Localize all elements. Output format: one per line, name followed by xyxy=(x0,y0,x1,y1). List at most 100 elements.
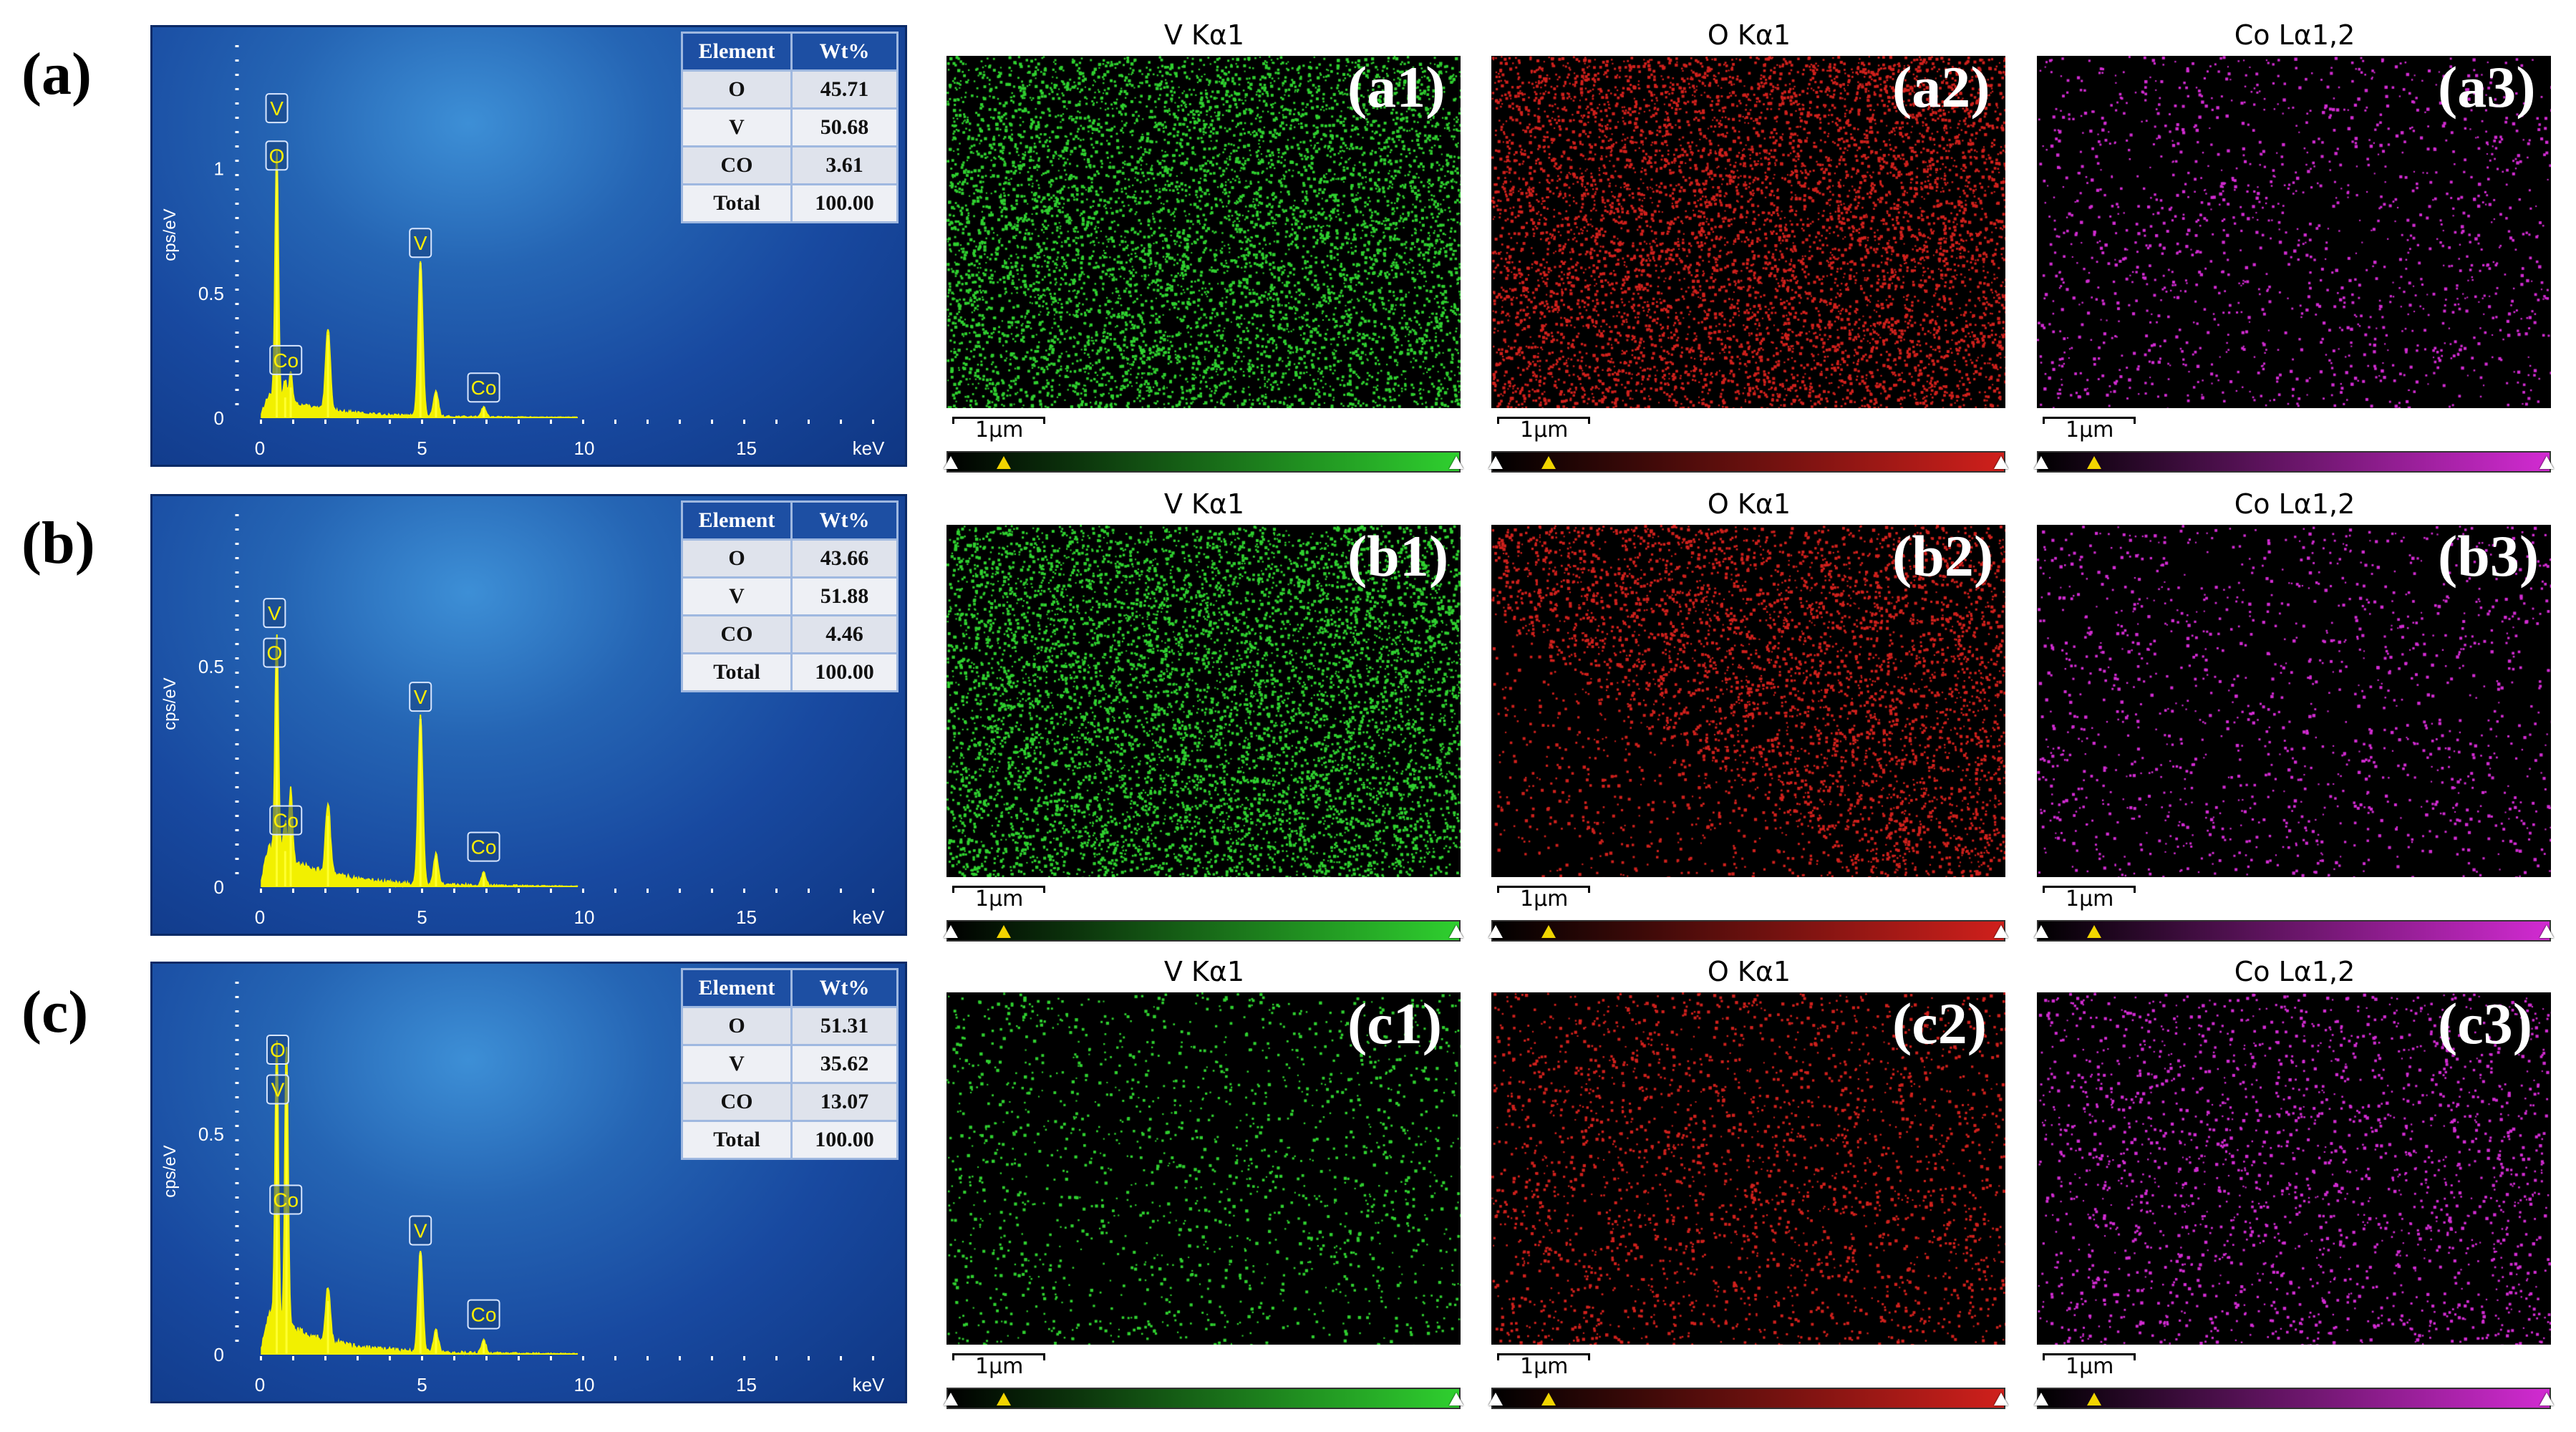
colorbar-min-marker[interactable] xyxy=(1488,1393,1503,1406)
x-tick-label: 5 xyxy=(417,1374,427,1395)
composition-table: Element Wt% O 45.71 V 50.68 CO 3.61 Total 100.00 xyxy=(681,32,899,223)
map-title: O Kα1 xyxy=(1707,19,1791,51)
colorbar-threshold-marker[interactable] xyxy=(2087,925,2101,938)
x-tick-label: 0 xyxy=(255,1374,265,1395)
colorbar-max-marker[interactable] xyxy=(2539,456,2554,469)
colorbar-threshold-marker[interactable] xyxy=(1541,1393,1556,1406)
table-row: O 51.31 xyxy=(681,1006,899,1046)
elemental-map xyxy=(946,525,1461,877)
scalebar-label: 1µm xyxy=(2066,886,2114,911)
colorbar-max-marker[interactable] xyxy=(1449,925,1463,938)
y-tick-label: 0 xyxy=(214,1344,224,1365)
peak-label-box xyxy=(467,372,500,403)
table-cell: 13.07 xyxy=(790,1082,899,1122)
x-tick-label: 15 xyxy=(736,1374,757,1395)
elemental-map xyxy=(2037,992,2551,1345)
scalebar-label: 1µm xyxy=(975,886,1024,911)
map-panel-label: (b3) xyxy=(2438,523,2539,589)
composition-table: Element Wt% O 43.66 V 51.88 CO 4.46 Total 100.00 xyxy=(681,500,899,692)
table-cell: V xyxy=(681,1044,793,1084)
colorbar-max-marker[interactable] xyxy=(1449,1393,1463,1406)
table-cell: 4.46 xyxy=(790,614,899,654)
colorbar-threshold-marker[interactable] xyxy=(1541,456,1556,469)
elemental-map xyxy=(1491,525,2005,877)
scalebar-label: 1µm xyxy=(1520,886,1569,911)
intensity-colorbar xyxy=(1491,1388,2005,1409)
peak-label: O xyxy=(266,642,282,664)
peak-label-box xyxy=(409,228,432,258)
colorbar-min-marker[interactable] xyxy=(2034,1393,2048,1406)
peak-label-box xyxy=(263,598,286,629)
table-cell: Total xyxy=(681,1120,793,1160)
table-header-cell: Wt% xyxy=(790,968,899,1008)
intensity-colorbar xyxy=(2037,1388,2551,1409)
peak-label-box xyxy=(467,1299,500,1330)
colorbar-max-marker[interactable] xyxy=(2539,1393,2554,1406)
colorbar-threshold-marker[interactable] xyxy=(997,925,1011,938)
elemental-map xyxy=(946,56,1461,408)
y-tick-label: 0 xyxy=(214,876,224,898)
table-cell: CO xyxy=(681,614,793,654)
table-row: V 35.62 xyxy=(681,1044,899,1084)
colorbar-threshold-marker[interactable] xyxy=(997,456,1011,469)
map-title: Co Lα1,2 xyxy=(2234,488,2355,520)
colorbar-min-marker[interactable] xyxy=(944,1393,958,1406)
colorbar-threshold-marker[interactable] xyxy=(2087,456,2101,469)
map-panel-label: (a2) xyxy=(1892,54,1990,120)
peak-label: O xyxy=(270,1039,286,1061)
colorbar-max-marker[interactable] xyxy=(1994,456,2008,469)
table-header-row: Element Wt% xyxy=(681,500,899,541)
x-axis-unit: keV xyxy=(853,906,885,928)
colorbar-max-marker[interactable] xyxy=(1994,1393,2008,1406)
colorbar-threshold-marker[interactable] xyxy=(2087,1393,2101,1406)
colorbar-max-marker[interactable] xyxy=(2539,925,2554,938)
colorbar-threshold-marker[interactable] xyxy=(1541,925,1556,938)
table-header-cell: Wt% xyxy=(790,32,899,72)
table-cell: 51.88 xyxy=(790,576,899,616)
colorbar-max-marker[interactable] xyxy=(1449,456,1463,469)
peak-label: Co xyxy=(273,1189,299,1211)
peak-label: Co xyxy=(471,377,497,399)
intensity-colorbar xyxy=(946,920,1461,942)
colorbar-min-marker[interactable] xyxy=(1488,925,1503,938)
x-tick-label: 5 xyxy=(417,437,427,459)
table-cell: 100.00 xyxy=(790,183,899,223)
colorbar-min-marker[interactable] xyxy=(2034,456,2048,469)
table-row: CO 3.61 xyxy=(681,145,899,185)
map-title: Co Lα1,2 xyxy=(2234,956,2355,987)
table-row: Total 100.00 xyxy=(681,1120,899,1160)
map-panel-label: (a3) xyxy=(2438,54,2536,120)
map-title: V Kα1 xyxy=(1163,19,1245,51)
peak-label-box xyxy=(269,805,303,836)
colorbar-min-marker[interactable] xyxy=(2034,925,2048,938)
table-cell: 50.68 xyxy=(790,107,899,147)
colorbar-max-marker[interactable] xyxy=(1994,925,2008,938)
colorbar-min-marker[interactable] xyxy=(944,925,958,938)
colorbar-min-marker[interactable] xyxy=(1488,456,1503,469)
table-cell: 3.61 xyxy=(790,145,899,185)
colorbar-threshold-marker[interactable] xyxy=(997,1393,1011,1406)
map-panel-label: (c2) xyxy=(1892,991,1987,1056)
table-row: Total 100.00 xyxy=(681,183,899,223)
table-row: V 51.88 xyxy=(681,576,899,616)
peak-label: V xyxy=(268,602,281,624)
map-panel-label: (b1) xyxy=(1347,523,1449,589)
table-cell: O xyxy=(681,1006,793,1046)
map-panel-label: (c1) xyxy=(1347,991,1443,1056)
intensity-colorbar xyxy=(2037,451,2551,473)
table-row: O 43.66 xyxy=(681,538,899,579)
table-cell: 35.62 xyxy=(790,1044,899,1084)
elemental-map xyxy=(946,992,1461,1345)
table-header-row: Element Wt% xyxy=(681,968,899,1008)
scalebar-line xyxy=(1497,417,1590,424)
table-header-cell: Element xyxy=(681,968,793,1008)
x-tick-label: 15 xyxy=(736,906,757,928)
peak-label: V xyxy=(414,686,427,708)
table-row: CO 4.46 xyxy=(681,614,899,654)
eds-spectrum-panel: 0 0.5 cps/eV 0 5 10 15 keV O V Co V Co Element Wt% O 51.… xyxy=(150,962,907,1403)
scalebar-line xyxy=(952,417,1045,424)
colorbar-min-marker[interactable] xyxy=(944,456,958,469)
eds-spectrum-panel: 0 0.5 cps/eV 0 5 10 15 keV V O V Co Co Element Wt% O 43.… xyxy=(150,494,907,936)
